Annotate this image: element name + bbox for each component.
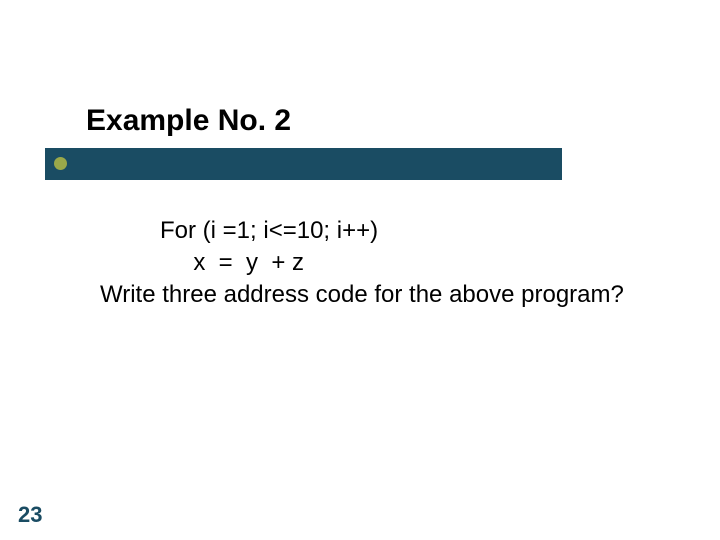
slide-title: Example No. 2 <box>86 104 291 138</box>
bullet-dot-icon <box>54 157 67 170</box>
code-line-2: x = y + z <box>160 249 304 277</box>
slide: Example No. 2 For (i =1; i<=10; i++) x =… <box>0 0 720 540</box>
page-number: 23 <box>18 502 42 528</box>
code-line-1: For (i =1; i<=10; i++) <box>160 217 378 245</box>
title-underline-bar <box>45 148 562 180</box>
question-text: Write three address code for the above p… <box>100 281 624 309</box>
